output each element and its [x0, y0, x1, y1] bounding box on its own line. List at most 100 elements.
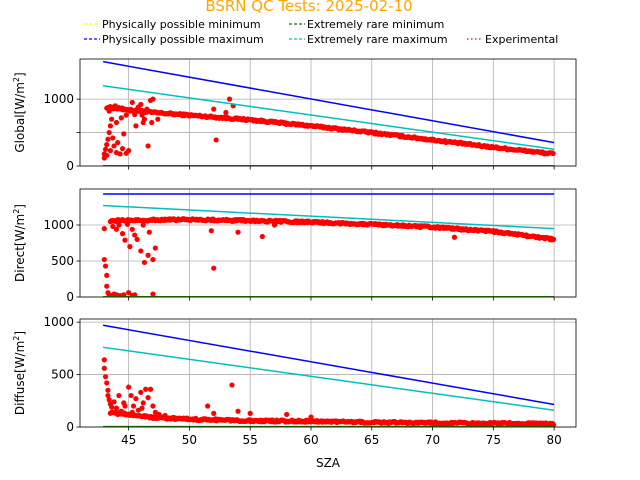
- data-point: [110, 135, 116, 141]
- data-point: [140, 119, 146, 126]
- data-point: [118, 115, 124, 121]
- data-point: [129, 409, 135, 415]
- data-point: [104, 283, 110, 289]
- data-point: [105, 387, 111, 393]
- data-point: [105, 136, 111, 142]
- data-point: [138, 248, 144, 254]
- legend-label: Experimental: [485, 33, 558, 46]
- data-point: [145, 143, 151, 149]
- data-point: [223, 109, 229, 116]
- y-tick-label: 1000: [43, 218, 74, 232]
- y-axis-label: Diffuse[W/m2]: [12, 331, 27, 415]
- data-point: [113, 119, 120, 126]
- data-point: [111, 399, 117, 405]
- data-point: [308, 414, 314, 420]
- data-point: [162, 412, 168, 419]
- panels: 0 1000 Global[W/m2] 0 500 1000 Direct[W/m2] 0 50…: [12, 58, 577, 470]
- data-point: [119, 107, 126, 113]
- data-point: [113, 226, 120, 232]
- data-point: [129, 99, 135, 106]
- data-point: [259, 233, 265, 240]
- legend-label: Physically possible maximum: [102, 33, 264, 46]
- data-point: [112, 103, 118, 109]
- data-point: [147, 386, 154, 392]
- x-tick-label: 75: [486, 433, 501, 447]
- y-tick-label: 1000: [43, 315, 74, 329]
- y-tick-label: 0: [66, 159, 74, 173]
- data-point: [150, 96, 156, 102]
- data-point: [229, 382, 235, 388]
- data-point: [119, 146, 126, 152]
- y-axis-label: Global[W/m2]: [12, 72, 27, 152]
- data-point: [145, 252, 151, 258]
- data-point: [106, 129, 112, 136]
- x-tick-label: 65: [364, 433, 379, 447]
- data-point: [132, 111, 138, 118]
- data-point: [226, 96, 233, 102]
- y-tick-label: 500: [51, 254, 74, 268]
- data-point: [138, 101, 144, 108]
- data-point: [134, 236, 140, 242]
- data-point: [247, 410, 253, 416]
- figure-title: BSRN QC Tests: 2025-02-10: [205, 0, 412, 15]
- data-point: [119, 231, 126, 237]
- data-point: [156, 411, 162, 418]
- data-point: [102, 146, 109, 152]
- data-point: [122, 403, 128, 409]
- data-point: [129, 226, 135, 232]
- data-point: [121, 292, 127, 297]
- data-point: [140, 222, 146, 228]
- data-point: [107, 123, 113, 129]
- data-point: [143, 386, 149, 392]
- threshold-line: [102, 346, 555, 411]
- x-tick-label: 55: [243, 433, 258, 447]
- data-point: [104, 142, 110, 148]
- data-point: [116, 222, 122, 228]
- data-point: [101, 256, 107, 263]
- axes-frame: [79, 188, 577, 298]
- data-point: [124, 221, 131, 227]
- data-point: [118, 408, 124, 414]
- data-point: [208, 228, 214, 234]
- data-point: [132, 232, 138, 238]
- threshold-line: [102, 85, 555, 151]
- data-point: [127, 108, 133, 114]
- data-point: [140, 400, 146, 406]
- data-point: [130, 403, 137, 409]
- data-point: [106, 108, 112, 114]
- data-point: [123, 411, 129, 418]
- data-point: [126, 384, 132, 390]
- data-point: [105, 392, 111, 399]
- data-point: [115, 411, 121, 418]
- data-point: [144, 106, 150, 112]
- data-point: [213, 137, 219, 143]
- data-point: [205, 403, 211, 409]
- data-point: [127, 244, 133, 250]
- data-point: [109, 116, 115, 122]
- data-point: [139, 112, 145, 118]
- data-point: [126, 290, 132, 296]
- data-point: [101, 226, 107, 232]
- legend-label: Extremely rare maximum: [307, 33, 448, 46]
- data-point: [117, 151, 123, 157]
- x-tick-label: 70: [425, 433, 440, 447]
- data-point: [111, 143, 117, 149]
- data-point: [139, 405, 145, 411]
- x-tick-label: 50: [182, 433, 197, 447]
- data-point: [110, 223, 116, 230]
- threshold-line: [102, 60, 555, 144]
- data-point: [102, 374, 109, 380]
- data-point: [121, 131, 127, 137]
- data-point: [451, 234, 458, 240]
- x-axis-label: SZA: [316, 456, 341, 470]
- data-point: [150, 256, 156, 263]
- legend-label: Extremely rare minimum: [307, 18, 444, 31]
- data-point: [133, 396, 139, 402]
- legend: Physically possible minimum Extremely rar…: [84, 18, 558, 46]
- threshold-line: [102, 324, 555, 406]
- data-point: [116, 392, 122, 399]
- data-point: [104, 152, 110, 158]
- data-point: [141, 259, 148, 266]
- axes-frame: [79, 318, 577, 428]
